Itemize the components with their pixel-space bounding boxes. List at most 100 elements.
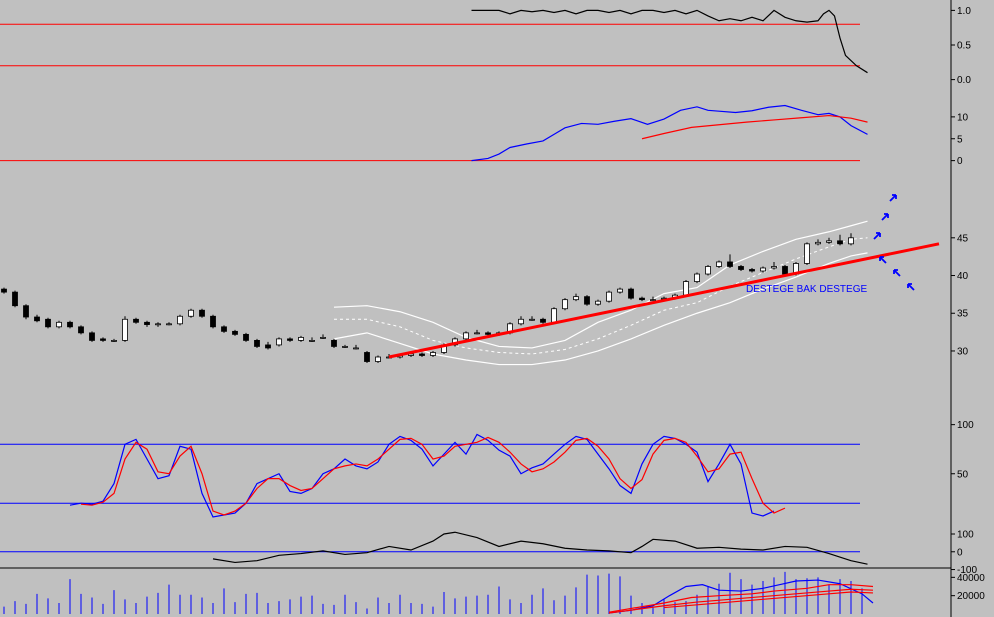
candle-body-25: [276, 338, 282, 346]
candle-body-56: [617, 288, 623, 293]
candle-body-73: [804, 243, 810, 264]
p6-series-line-2: [608, 588, 874, 614]
down-arrow-4: [893, 269, 901, 277]
p2-panel: 10 5 0: [0, 104, 969, 167]
p2-series-line-1: [641, 114, 868, 140]
candle-body-66: [727, 261, 733, 267]
up-arrow-0: [873, 232, 881, 240]
candle-body-29: [320, 336, 326, 339]
candle-body-71: [782, 266, 788, 275]
candle-body-52: [573, 296, 579, 301]
candle-body-64: [705, 266, 711, 275]
candle-body-3: [34, 316, 40, 322]
candle-body-31: [342, 346, 348, 348]
middle-band-line: [334, 237, 868, 355]
p5-panel: 100 0 -100: [0, 530, 977, 576]
candle-body-44: [485, 332, 491, 335]
candle-body-19: [210, 315, 216, 328]
candle-body-7: [78, 326, 84, 334]
candle-body-6: [67, 321, 73, 328]
p4-series-line-1: [80, 436, 786, 516]
candle-body-76: [837, 240, 843, 245]
down-arrow-5: [907, 283, 915, 291]
candle-body-42: [463, 332, 469, 340]
candle-body-18: [199, 309, 205, 317]
p1-tick-label-2: 0.0: [957, 75, 971, 86]
candle-body-10: [111, 340, 117, 342]
candle-body-33: [364, 352, 370, 362]
candle-body-27: [298, 336, 304, 341]
p5-tick-label-2: -100: [957, 565, 977, 576]
candle-body-51: [562, 299, 568, 310]
p6-series-line-1: [608, 584, 874, 613]
upper-band-line: [333, 220, 868, 349]
p5-tick-label-0: 100: [957, 530, 974, 541]
candle-body-49: [540, 318, 546, 323]
down-arrow-3: [879, 256, 887, 264]
p2-series-line-0: [471, 104, 868, 162]
candle-body-63: [694, 273, 700, 282]
candle-body-47: [518, 318, 524, 325]
lower-band-line: [333, 252, 868, 366]
candle-body-5: [56, 321, 62, 328]
p4-tick-label-0: 100: [957, 420, 974, 431]
candle-body-32: [353, 347, 359, 350]
p1-series-line-0: [471, 9, 868, 74]
up-arrow-1: [881, 213, 889, 221]
candle-body-68: [749, 269, 755, 272]
p6-series-line-3: [663, 591, 874, 609]
p6-series-line-0: [608, 579, 874, 614]
candle-body-17: [188, 309, 194, 317]
candle-body-77: [848, 237, 854, 245]
candle-body-57: [628, 288, 634, 299]
p5-tick-label-1: 0: [957, 547, 963, 558]
support-annotation: DESTEGE BAK DESTEGE: [746, 284, 867, 295]
p3-tick-label-2: 35: [957, 309, 969, 320]
up-arrow-2: [889, 194, 897, 202]
candle-body-8: [89, 332, 95, 341]
p6-tick-label-0: 40000: [957, 573, 985, 584]
candle-body-53: [584, 296, 590, 305]
candle-body-28: [309, 340, 315, 342]
candle-body-54: [595, 300, 601, 305]
p3-panel: 45 40 35 30: [1, 220, 969, 366]
candle-body-20: [221, 326, 227, 332]
candle-body-24: [265, 344, 271, 349]
candle-body-22: [243, 333, 249, 341]
plot-area: 1.00.50.0105045403530100501000-100400002…: [0, 6, 985, 614]
candle-body-16: [177, 315, 183, 325]
candle-body-43: [474, 332, 480, 335]
candle-body-62: [683, 281, 689, 296]
candle-body-21: [232, 330, 238, 335]
candle-body-0: [1, 288, 7, 293]
p4-tick-label-1: 50: [957, 469, 969, 480]
candle-body-55: [606, 291, 612, 302]
candle-body-50: [551, 308, 557, 323]
candle-body-30: [331, 340, 337, 347]
candle-body-26: [287, 338, 293, 341]
candle-body-70: [771, 266, 777, 269]
p6-tick-label-1: 20000: [957, 591, 985, 602]
candle-body-14: [155, 323, 161, 326]
p3-tick-label-3: 30: [957, 346, 969, 357]
candle-body-15: [166, 323, 172, 326]
p1-tick-label-1: 0.5: [957, 41, 971, 52]
support-trendline: [388, 242, 940, 359]
p4-panel: 100 50: [0, 420, 974, 518]
p1-tick-label-0: 1.0: [957, 6, 971, 17]
candle-body-69: [760, 267, 766, 272]
candle-body-2: [23, 305, 29, 318]
candle-body-58: [639, 297, 645, 301]
candle-body-74: [815, 241, 821, 245]
candle-body-34: [375, 356, 381, 362]
candle-body-9: [100, 338, 106, 341]
p2-tick-label-1: 5: [957, 134, 963, 145]
p6-panel: 40000 20000: [3, 571, 985, 614]
p2-tick-label-0: 10: [957, 112, 969, 123]
direction-arrows: [873, 194, 915, 291]
candle-body-13: [144, 321, 150, 325]
candle-body-75: [826, 240, 832, 243]
p5-series-line-0: [212, 531, 868, 565]
